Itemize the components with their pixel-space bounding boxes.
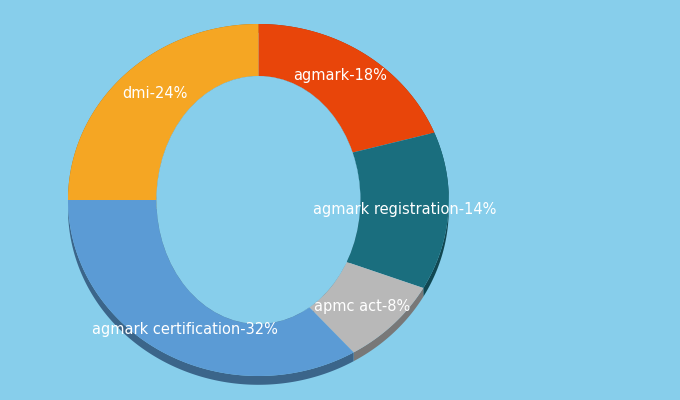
Polygon shape: [309, 262, 423, 352]
Polygon shape: [156, 200, 309, 333]
Polygon shape: [68, 200, 354, 376]
Polygon shape: [156, 76, 258, 209]
Text: apmc act-8%: apmc act-8%: [313, 298, 410, 314]
Polygon shape: [258, 24, 435, 152]
Polygon shape: [258, 76, 353, 161]
Polygon shape: [347, 133, 449, 288]
Polygon shape: [68, 24, 258, 200]
Text: dmi-24%: dmi-24%: [122, 86, 188, 102]
Polygon shape: [68, 24, 258, 209]
Polygon shape: [68, 200, 354, 385]
Polygon shape: [347, 152, 360, 271]
Polygon shape: [423, 133, 449, 297]
Polygon shape: [258, 24, 435, 142]
Text: agmark registration-14%: agmark registration-14%: [313, 202, 496, 217]
Polygon shape: [354, 288, 423, 361]
Text: agmark-18%: agmark-18%: [292, 68, 386, 83]
Polygon shape: [309, 262, 347, 316]
Ellipse shape: [156, 76, 360, 324]
Text: agmark certification-32%: agmark certification-32%: [92, 322, 278, 338]
